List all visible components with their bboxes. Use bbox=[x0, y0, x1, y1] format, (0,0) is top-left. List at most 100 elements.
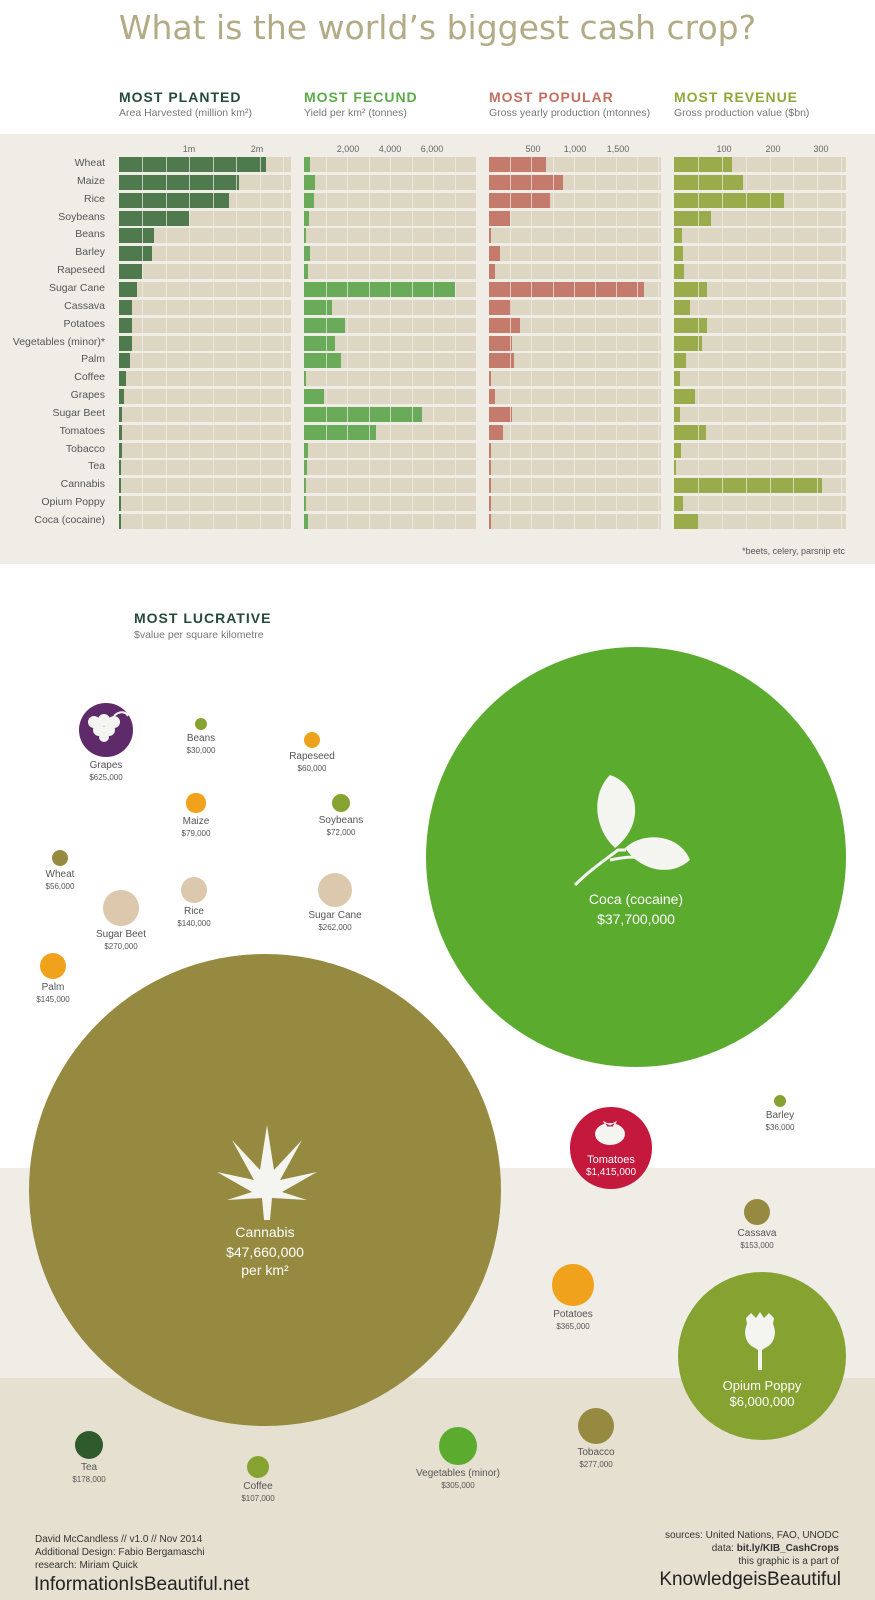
gridline bbox=[745, 335, 747, 351]
gridline bbox=[817, 460, 819, 476]
gridline bbox=[368, 264, 370, 280]
gridline bbox=[769, 353, 771, 369]
gridline bbox=[189, 424, 191, 440]
gridline bbox=[616, 246, 618, 262]
gridline bbox=[594, 496, 596, 512]
gridline bbox=[510, 514, 512, 529]
gridline bbox=[325, 389, 327, 405]
gridline bbox=[594, 371, 596, 387]
gridline bbox=[552, 389, 554, 405]
gridline bbox=[616, 281, 618, 297]
gridline bbox=[594, 353, 596, 369]
gridline bbox=[236, 210, 238, 226]
gridline bbox=[282, 246, 284, 262]
gridline bbox=[552, 317, 554, 333]
gridline bbox=[793, 460, 795, 476]
gridline bbox=[510, 424, 512, 440]
gridline bbox=[347, 299, 348, 315]
bar bbox=[304, 174, 316, 190]
gridline bbox=[165, 460, 167, 476]
gridline bbox=[368, 299, 370, 315]
bubble-unit: per km² bbox=[241, 1262, 289, 1278]
gridline bbox=[841, 228, 843, 244]
brand-iib[interactable]: InformationIsBeautiful.net bbox=[34, 1574, 250, 1595]
bar bbox=[304, 424, 377, 440]
gridline bbox=[637, 299, 639, 315]
bubble bbox=[195, 718, 207, 730]
gridline bbox=[165, 157, 167, 172]
brand-kib[interactable]: KnowledgeisBeautiful bbox=[659, 1569, 841, 1590]
bar-track bbox=[119, 335, 291, 351]
gridline bbox=[142, 442, 144, 458]
bar bbox=[119, 264, 143, 280]
gridline bbox=[259, 192, 261, 208]
gridline bbox=[282, 406, 284, 422]
gridline bbox=[259, 174, 261, 190]
gridline bbox=[658, 496, 660, 512]
gridline bbox=[189, 460, 191, 476]
gridline bbox=[282, 371, 284, 387]
gridline bbox=[594, 460, 596, 476]
gridline bbox=[745, 424, 747, 440]
gridline bbox=[552, 246, 554, 262]
gridline bbox=[745, 246, 747, 262]
gridline bbox=[454, 174, 456, 190]
gridline bbox=[594, 192, 596, 208]
gridline bbox=[594, 228, 596, 244]
gridline bbox=[552, 478, 554, 494]
bar bbox=[489, 496, 491, 512]
gridline bbox=[552, 174, 554, 190]
bar bbox=[119, 317, 132, 333]
gridline bbox=[721, 460, 723, 476]
bar bbox=[304, 210, 310, 226]
data-link[interactable]: bit.ly/KIB_CashCrops bbox=[736, 1543, 839, 1554]
gridline bbox=[142, 174, 144, 190]
gridline bbox=[433, 174, 434, 190]
gridline bbox=[697, 317, 699, 333]
gridline bbox=[347, 246, 348, 262]
gridline bbox=[616, 228, 618, 244]
gridline bbox=[433, 460, 434, 476]
bar-track bbox=[304, 353, 476, 369]
bar bbox=[119, 281, 138, 297]
gridline bbox=[594, 281, 596, 297]
bubble-label: Maize bbox=[182, 815, 210, 827]
gridline bbox=[282, 442, 284, 458]
bar bbox=[489, 389, 495, 405]
gridline bbox=[390, 353, 391, 369]
bar-track bbox=[304, 264, 476, 280]
gridline bbox=[282, 514, 284, 529]
gridline bbox=[817, 228, 819, 244]
gridline bbox=[697, 174, 699, 190]
gridline bbox=[282, 478, 284, 494]
gridline bbox=[433, 514, 434, 529]
gridline bbox=[189, 514, 191, 529]
bubble-value: $625,000 bbox=[89, 773, 123, 783]
gridline bbox=[390, 174, 391, 190]
gridline bbox=[769, 424, 771, 440]
gridline bbox=[390, 389, 391, 405]
gridline bbox=[745, 389, 747, 405]
gridline bbox=[841, 317, 843, 333]
gridline bbox=[510, 228, 512, 244]
bubble-label: Wheat bbox=[45, 869, 75, 881]
gridline bbox=[347, 174, 348, 190]
gridline bbox=[793, 281, 795, 297]
bubble bbox=[39, 952, 66, 979]
tick-label: 200 bbox=[765, 144, 781, 154]
gridline bbox=[697, 406, 699, 422]
crop-label: Rice bbox=[83, 192, 105, 205]
gridline bbox=[817, 299, 819, 315]
gridline bbox=[236, 157, 238, 172]
gridline bbox=[793, 496, 795, 512]
bar-track bbox=[674, 281, 846, 297]
bar-track bbox=[674, 389, 846, 405]
gridline bbox=[658, 192, 660, 208]
gridline bbox=[769, 389, 771, 405]
gridline bbox=[552, 335, 554, 351]
gridline bbox=[390, 335, 391, 351]
bubble bbox=[743, 1198, 771, 1226]
gridline bbox=[325, 317, 327, 333]
gridline bbox=[697, 460, 699, 476]
gridline bbox=[793, 192, 795, 208]
